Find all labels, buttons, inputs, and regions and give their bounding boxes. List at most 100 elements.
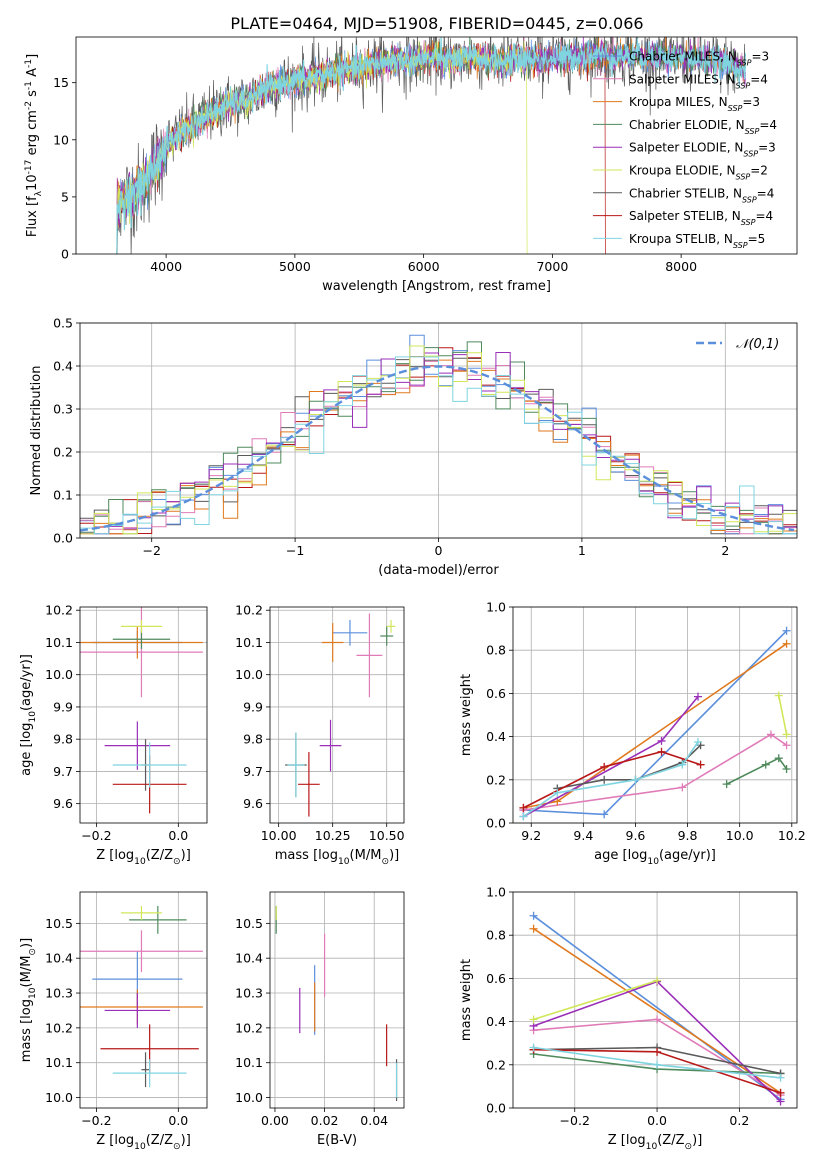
- weight-marker: [600, 810, 609, 819]
- y-tick-label: 0.4: [53, 359, 73, 374]
- weight-marker: [782, 741, 791, 750]
- y-tick-label: 9.8: [53, 732, 73, 747]
- legend-entry: Chabrier ELODIE, NSSP=4: [629, 118, 777, 136]
- weight-marker: [776, 1097, 785, 1106]
- y-tick-label: 9.8: [243, 732, 263, 747]
- y-tick-label: 0.6: [486, 971, 506, 986]
- y-axis-label: age [log10(age/yr)]: [19, 654, 38, 776]
- y-tick-label: 0.1: [53, 488, 73, 503]
- legend-entry: Kroupa MILES, NSSP=3: [629, 95, 760, 113]
- y-tick-label: 9.6: [243, 796, 263, 811]
- x-tick-label: 0.02: [311, 1113, 339, 1128]
- axes-frame: [79, 606, 208, 824]
- legend-entry: Kroupa ELODIE, NSSP=2: [629, 164, 768, 182]
- weight-marker: [657, 747, 666, 756]
- y-tick-label: 10.0: [45, 667, 73, 682]
- x-tick-label: 10.0: [726, 828, 754, 843]
- error-bar-point: [120, 905, 162, 920]
- y-tick-label: 0.0: [53, 531, 73, 546]
- weight-marker: [653, 1015, 662, 1024]
- error-bar-point: [386, 619, 396, 633]
- x-tick-label: 9.8: [678, 828, 698, 843]
- weight-marker: [696, 760, 705, 769]
- x-tick-label: 10.25: [315, 828, 351, 843]
- weight-marker: [766, 730, 775, 739]
- y-tick-label: 10.4: [45, 951, 73, 966]
- weight-marker: [519, 812, 528, 821]
- x-tick-label: −0.2: [81, 828, 111, 843]
- weight-marker: [529, 924, 538, 933]
- error-bar-point: [380, 626, 394, 646]
- x-axis-label: Z [log10(Z/Z⊙)]: [96, 1133, 191, 1152]
- axes-weight_vs_Z: −0.2 0.0 0.2 0.0 0.2 0.4 0.6 0.8 1.0 Z [log10(Z/Z…: [459, 885, 798, 1152]
- spectrum-kroupa-stelib: [116, 37, 747, 254]
- weight-marker: [631, 775, 640, 784]
- x-axis-label: (data-model)/error: [378, 563, 499, 578]
- x-tick-label: 0.0: [168, 1113, 188, 1128]
- histogram-step: [80, 356, 797, 535]
- x-axis-label: mass [log10(M/M⊙)]: [275, 848, 399, 867]
- legend: Chabrier MILES, NSSP=3 Salpeter MILES, NS…: [593, 50, 777, 250]
- y-tick-label: 0.2: [53, 445, 73, 460]
- x-tick-label: 9.6: [626, 828, 646, 843]
- axes-age_vs_Z: −0.2 0.0 9.6 9.7 9.8 9.9 10.0 10.1 10.2 Z [log10(…: [19, 603, 208, 867]
- error-bar-point: [112, 1059, 187, 1088]
- x-tick-label: 7000: [536, 259, 568, 274]
- weight-marker: [529, 911, 538, 920]
- x-tick-label: 10.00: [261, 828, 297, 843]
- legend-entry: Kroupa STELIB, NSSP=5: [629, 232, 765, 250]
- x-axis-label: Z [log10(Z/Z⊙)]: [96, 848, 191, 867]
- y-tick-label: 1.0: [486, 600, 506, 615]
- y-tick-label: 15: [53, 75, 69, 90]
- weight-line: [726, 757, 788, 785]
- y-tick-label: 9.7: [53, 764, 73, 779]
- y-tick-label: 0.4: [486, 729, 506, 744]
- weight-line: [523, 733, 788, 811]
- weight-line: [778, 695, 788, 735]
- y-axis-label: mass weight: [459, 674, 474, 756]
- weight-marker: [782, 639, 791, 648]
- x-tick-label: 0.04: [360, 1113, 388, 1128]
- y-tick-label: 0.6: [486, 686, 506, 701]
- normal-curve: [80, 365, 795, 532]
- y-axis-label: mass [log10(M/M⊙)]: [19, 938, 38, 1062]
- y-axis-label: Flux [fλ10-17 erg cm-2 s-1 A-1]: [24, 54, 44, 237]
- weight-marker: [782, 730, 791, 739]
- error-bar-point: [356, 613, 383, 698]
- weight-marker: [519, 803, 528, 812]
- plot-area-spectrum: [116, 37, 747, 254]
- y-tick-label: 10.1: [45, 635, 73, 650]
- y-tick-label: 0.0: [486, 1101, 506, 1116]
- weight-marker: [761, 760, 770, 769]
- x-tick-label: 9.2: [521, 828, 541, 843]
- weight-marker: [600, 775, 609, 784]
- axes-mass_vs_Z: −0.2 0.0 10.0 10.1 10.2 10.3 10.4 10.5 Z [log10(…: [19, 891, 208, 1152]
- x-tick-label: 10.50: [369, 828, 405, 843]
- y-tick-label: 10.2: [235, 603, 263, 618]
- error-bar-point: [80, 626, 203, 659]
- x-tick-label: −0.2: [81, 1113, 111, 1128]
- legend-entry: Salpeter STELIB, NSSP=4: [629, 209, 773, 227]
- error-bar-point: [321, 623, 344, 662]
- y-tick-label: 9.6: [53, 796, 73, 811]
- y-tick-label: 10: [53, 132, 69, 147]
- legend-entry: Chabrier MILES, NSSP=3: [629, 50, 769, 68]
- legend-entry: Chabrier STELIB, NSSP=4: [629, 186, 774, 204]
- x-tick-label: 0: [435, 543, 443, 558]
- error-bar-point: [104, 993, 171, 1028]
- y-tick-label: 9.9: [243, 699, 263, 714]
- legend-entry: 𝒩(0,1): [736, 337, 779, 352]
- x-tick-label: 5000: [279, 259, 311, 274]
- x-tick-label: 2: [721, 543, 729, 558]
- plot-area-mass_vs_EBV: [275, 905, 398, 1102]
- y-tick-label: 10.1: [235, 635, 263, 650]
- y-tick-label: 10.0: [235, 1090, 263, 1105]
- y-tick-label: 0.3: [53, 402, 73, 417]
- weight-marker: [774, 691, 783, 700]
- legend: 𝒩(0,1): [696, 337, 779, 352]
- x-tick-label: 4000: [150, 259, 182, 274]
- y-tick-label: 10.2: [235, 1020, 263, 1035]
- axes-frame: [512, 891, 798, 1109]
- axes-frame: [79, 322, 798, 539]
- x-tick-label: 8000: [665, 259, 697, 274]
